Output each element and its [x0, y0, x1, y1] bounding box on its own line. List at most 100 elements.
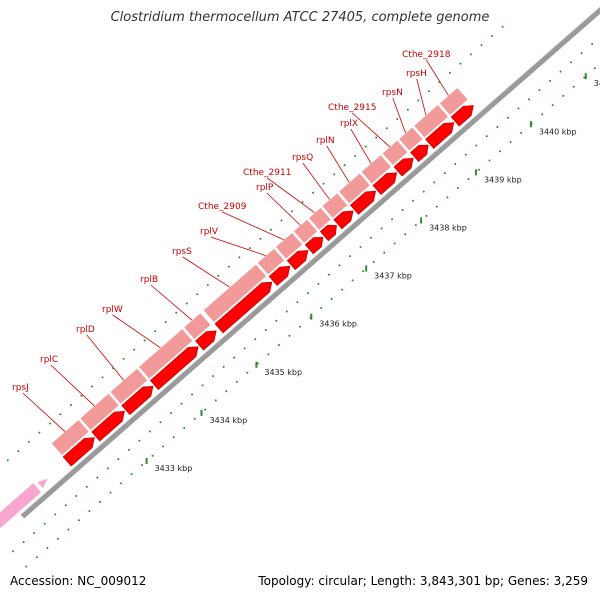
tick-dot: [348, 255, 351, 258]
tick-dot: [88, 510, 91, 513]
tick-layer: 3433 kbp 3434 kbp 3435 kbp 3436 kbp 3437 kbp…: [6, 25, 600, 568]
tick-dot: [506, 116, 509, 119]
tick-dot: [299, 325, 302, 328]
tick-dot: [383, 251, 386, 254]
tick-dot: [141, 463, 144, 466]
tick-dot: [572, 85, 575, 88]
tick-dot: [477, 168, 480, 171]
tick-dot: [312, 191, 315, 194]
tick-dot: [12, 550, 15, 553]
tick-dot: [112, 367, 115, 370]
gene-leader-line: [222, 211, 284, 241]
gene-layer: [0, 105, 474, 529]
gene-leader-line: [352, 112, 391, 148]
tick-dot: [454, 162, 457, 165]
tick-dot: [27, 440, 30, 443]
tick-dot: [538, 89, 541, 92]
gene-band-segment: [202, 263, 267, 323]
tick-dot: [25, 565, 28, 568]
gene-leader-line: [350, 128, 372, 164]
gene-arrow: [425, 122, 455, 149]
tick-dot: [164, 320, 167, 323]
tick-dot: [593, 67, 596, 70]
other-strand-gene-tip: [37, 478, 48, 489]
tick-dot: [435, 205, 438, 208]
tick-dot: [98, 500, 101, 503]
tick-dot: [151, 454, 154, 457]
tick-dot: [212, 375, 215, 378]
tick-dot: [143, 339, 146, 342]
tick-dot: [448, 71, 451, 74]
tick-dot: [499, 150, 502, 153]
gene-label: rplP: [256, 183, 274, 193]
gene-label: rpsN: [382, 88, 403, 98]
map-title: Clostridium thermocellum ATCC 27405, com…: [110, 10, 490, 25]
gene-band-segment: [439, 87, 469, 116]
tick-dot: [414, 224, 417, 227]
tick-dot: [425, 214, 428, 217]
gene-arrow: [268, 265, 291, 286]
tick-dot: [275, 319, 278, 322]
tick-dot: [193, 417, 196, 420]
gene-label: rplV: [200, 227, 219, 237]
tick-dot: [480, 44, 483, 47]
gene-label: Cthe_2911: [243, 168, 291, 178]
tick-dot: [501, 25, 504, 28]
tick-dot: [285, 310, 288, 313]
tick-dot: [372, 260, 375, 263]
gene-label: rplW: [102, 305, 123, 315]
tick-dot: [85, 485, 88, 488]
gene-arrow: [91, 410, 125, 442]
tick-dot: [170, 412, 173, 415]
tick-dot: [69, 403, 72, 406]
tick-dot: [172, 436, 175, 439]
tick-dot: [509, 141, 512, 144]
tick-label: 3433 kbp: [155, 464, 193, 473]
tick-dot: [6, 459, 9, 462]
tick-dot: [443, 172, 446, 175]
gene-band-segment: [275, 232, 304, 260]
tick-dot: [264, 328, 267, 331]
gene-arrow: [149, 346, 199, 391]
tick-dot: [364, 145, 367, 148]
gene-leader-line: [50, 364, 95, 407]
gene-leader-line: [210, 236, 266, 256]
tick-dot: [427, 90, 430, 93]
tick-dot: [280, 219, 283, 222]
tick-dot: [43, 522, 46, 525]
gene-band-segment: [413, 104, 449, 139]
gene-arrow: [304, 236, 324, 255]
gene-band-segment: [50, 419, 90, 456]
tick-dot: [343, 164, 346, 167]
tick-dot: [130, 473, 133, 476]
tick-dot: [138, 439, 141, 442]
tick-dot: [148, 430, 151, 433]
backbone-highlight: [20, 5, 600, 515]
tick-dot: [317, 282, 320, 285]
gene-leader-line: [112, 314, 161, 349]
gene-label: rplN: [316, 136, 335, 146]
tick-dot: [527, 98, 530, 101]
tick-dot: [35, 556, 38, 559]
tick-dot: [591, 42, 594, 45]
gene-label: Cthe_2909: [198, 202, 247, 212]
tick-dot: [67, 528, 70, 531]
tick-dot: [380, 227, 383, 230]
gene-band-segment: [381, 139, 409, 166]
gene-arrow: [410, 144, 429, 163]
gene-band-segment: [79, 392, 120, 431]
tick-dot: [301, 201, 304, 204]
gene-arrow: [349, 190, 377, 215]
tick-dot: [393, 242, 396, 245]
tick-label: 3434 kbp: [209, 416, 247, 425]
tick-dot: [375, 136, 378, 139]
gene-band-segment: [398, 126, 424, 152]
tick-dot: [59, 413, 62, 416]
tick-dot: [48, 422, 51, 425]
gene-leader-line: [150, 284, 193, 321]
tick-dot: [327, 273, 330, 276]
tick-dot: [562, 94, 565, 97]
tick-dot: [469, 53, 472, 56]
tick-dot: [438, 81, 441, 84]
